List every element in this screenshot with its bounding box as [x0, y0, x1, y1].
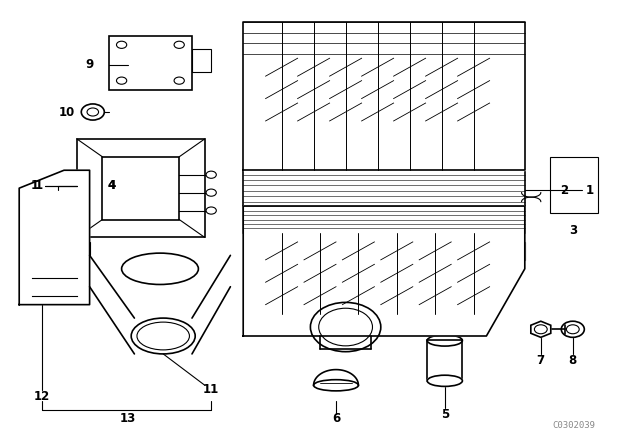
Text: 1: 1 — [35, 179, 42, 193]
Bar — [243, 170, 525, 206]
Text: 1: 1 — [31, 179, 39, 193]
Text: 6: 6 — [332, 412, 340, 426]
Text: 12: 12 — [33, 390, 50, 403]
Text: 13: 13 — [120, 412, 136, 426]
Text: 9: 9 — [86, 58, 93, 72]
Text: 2: 2 — [560, 184, 568, 197]
Text: 11: 11 — [203, 383, 220, 396]
Ellipse shape — [428, 375, 462, 386]
Text: C0302039: C0302039 — [552, 421, 595, 430]
Bar — [77, 139, 205, 237]
Text: 1: 1 — [586, 184, 594, 197]
Bar — [192, 49, 211, 72]
Bar — [102, 157, 179, 220]
Text: 10: 10 — [59, 105, 76, 119]
Bar — [428, 340, 463, 381]
Text: 3: 3 — [569, 224, 577, 237]
Bar — [550, 157, 598, 213]
Polygon shape — [19, 170, 90, 305]
Polygon shape — [243, 22, 525, 170]
Bar — [243, 206, 525, 233]
Bar — [499, 242, 525, 260]
Bar — [38, 260, 64, 269]
Bar — [38, 242, 64, 251]
Text: 8: 8 — [569, 354, 577, 367]
Text: 4: 4 — [108, 179, 116, 193]
Bar — [109, 36, 192, 90]
Text: 7: 7 — [537, 354, 545, 367]
Polygon shape — [243, 206, 525, 336]
Text: 5: 5 — [441, 408, 449, 421]
Text: 4: 4 — [108, 179, 116, 193]
